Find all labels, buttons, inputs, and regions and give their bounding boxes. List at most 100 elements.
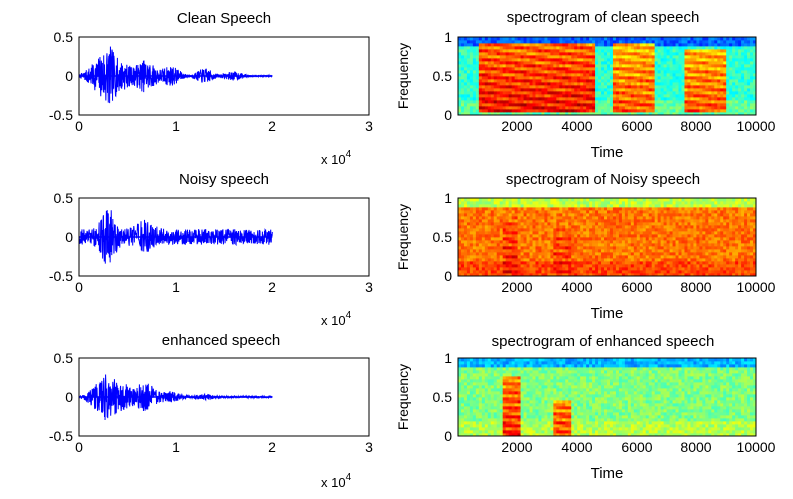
spectrogram-cell <box>574 37 578 41</box>
spectrogram-cell <box>478 37 483 41</box>
spectrogram-cell <box>589 112 593 116</box>
spectrogram-cell <box>693 234 697 238</box>
spectrogram-cell <box>541 255 545 259</box>
spectrogram-cell <box>693 231 697 235</box>
spectrogram-cell <box>478 207 483 211</box>
spectrogram-cell <box>708 198 712 202</box>
spectrogram-cell <box>547 216 551 220</box>
spectrogram-cell <box>568 216 572 220</box>
spectrogram-cell <box>699 85 703 89</box>
spectrogram-cell <box>499 216 504 220</box>
spectrogram-cell <box>505 46 510 50</box>
spectrogram-cell <box>651 73 656 77</box>
spectrogram-cell <box>583 249 587 253</box>
spectrogram-cell <box>544 79 548 83</box>
spectrogram-cell <box>472 225 477 229</box>
spectrogram-cell <box>481 88 486 92</box>
spectrogram-cell <box>633 52 638 56</box>
spectrogram-cell <box>466 58 471 62</box>
spectrogram-cell <box>681 94 685 98</box>
spectrogram-cell <box>750 97 754 101</box>
spectrogram-cell <box>517 249 521 253</box>
spectrogram-cell <box>681 249 685 253</box>
spectrogram-cell <box>675 243 679 247</box>
spectrogram-cell <box>639 58 644 62</box>
spectrogram-cell <box>553 79 557 83</box>
spectrogram-cell <box>744 73 748 77</box>
spectrogram-cell <box>499 85 504 89</box>
spectrogram-cell <box>732 88 736 92</box>
spectrogram-cell <box>472 234 477 238</box>
spectrogram-cell <box>717 246 721 250</box>
spectrogram-cell <box>636 228 641 232</box>
spectrogram-cell <box>460 97 465 101</box>
spectrogram-cell <box>618 201 623 205</box>
spectrogram-cell <box>463 228 468 232</box>
spectrogram-cell <box>607 73 611 77</box>
spectrogram-cell <box>735 40 739 44</box>
spectrogram-cell <box>532 79 536 83</box>
spectrogram-cell <box>547 91 551 95</box>
spectrogram-cell <box>708 219 712 223</box>
spectrogram-cell <box>550 52 554 56</box>
spectrogram-cell <box>463 43 468 47</box>
spectrogram-cell <box>520 252 524 256</box>
spectrogram-cell <box>547 225 551 229</box>
spectrogram-cell <box>744 70 748 74</box>
spectrogram-cell <box>562 234 566 238</box>
spectrogram-cell <box>672 40 676 44</box>
spectrogram-cell <box>612 264 617 268</box>
spectrogram-cell <box>475 261 480 265</box>
spectrogram-cell <box>505 216 510 220</box>
spectrogram-cell <box>502 52 507 56</box>
spectrogram-cell <box>577 264 581 268</box>
spectrogram-cell <box>562 106 566 110</box>
spectrogram-cell <box>481 201 486 205</box>
spectrogram-cell <box>717 219 721 223</box>
spectrogram-cell <box>475 204 480 208</box>
spectrogram-cell <box>538 207 542 211</box>
spectrogram-cell <box>550 222 554 226</box>
spectrogram-cell <box>571 267 575 271</box>
spectrogram-cell <box>666 225 670 229</box>
spectrogram-cell <box>520 79 524 83</box>
spectrogram-cell <box>490 201 495 205</box>
spectrogram-cell <box>708 207 712 211</box>
spectrogram-cell <box>499 43 504 47</box>
spectrogram-cell <box>642 219 647 223</box>
spectrogram-cell <box>580 91 584 95</box>
spectrogram-cell <box>633 243 638 247</box>
spectrogram-cell <box>550 100 554 104</box>
spectrogram-cell <box>615 237 620 241</box>
spectrogram-cell <box>526 58 530 62</box>
spectrogram-cell <box>604 43 608 47</box>
spectrogram-cell <box>651 273 656 277</box>
spectrogram-cell <box>663 201 667 205</box>
spectrogram-cell <box>571 112 575 116</box>
spectrogram-cell <box>556 234 560 238</box>
spectrogram-cell <box>538 37 542 41</box>
x-tick-label: 10000 <box>737 118 776 134</box>
spectrogram-cell <box>523 37 527 41</box>
spectrogram-cell <box>565 43 569 47</box>
spectrogram-cell <box>517 79 521 83</box>
spectrogram-cell <box>529 52 533 56</box>
spectrogram-cell <box>630 213 635 217</box>
spectrogram-cell <box>657 204 662 208</box>
spectrogram-cell <box>574 40 578 44</box>
spectrogram-cell <box>618 64 623 68</box>
spectrogram-cell <box>624 252 629 256</box>
spectrogram-cell <box>598 82 602 86</box>
spectrogram-cell <box>598 37 602 41</box>
spectrogram-cell <box>648 252 653 256</box>
spectrogram-cell <box>735 61 739 65</box>
spectrogram-cell <box>639 67 644 71</box>
spectrogram-cell <box>544 52 548 56</box>
spectrogram-cell <box>654 255 659 259</box>
spectrogram-cell <box>556 61 560 65</box>
spectrogram-cell <box>636 249 641 253</box>
spectrogram-cell <box>541 58 545 62</box>
spectrogram-cell <box>592 210 596 214</box>
spectrogram-cell <box>493 240 498 244</box>
spectrogram-cell <box>636 273 641 277</box>
